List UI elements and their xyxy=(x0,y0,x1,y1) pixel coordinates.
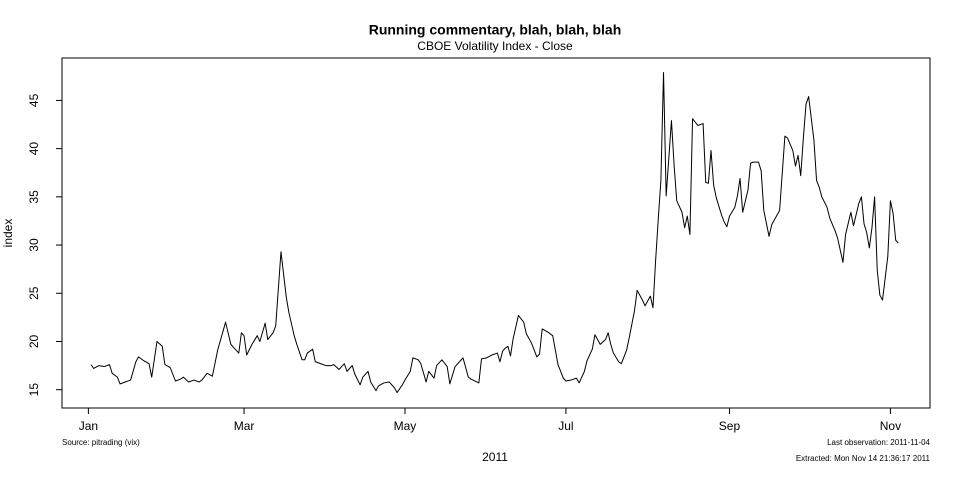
chart-title: Running commentary, blah, blah, blah xyxy=(369,22,622,38)
y-tick-label: 45 xyxy=(27,93,41,107)
x-tick-label: Nov xyxy=(880,419,901,433)
x-tick-label: Sep xyxy=(719,419,741,433)
y-tick-label: 40 xyxy=(27,142,41,156)
x-tick-label: Jul xyxy=(558,419,573,433)
y-tick-label: 20 xyxy=(27,334,41,348)
y-tick-label: 25 xyxy=(27,286,41,300)
y-axis-label: index xyxy=(1,219,15,248)
last-observation-note: Last observation: 2011-11-04 xyxy=(827,438,930,447)
source-note: Source: pitrading (vix) xyxy=(62,438,140,447)
x-tick-label: Mar xyxy=(234,419,255,433)
y-tick-label: 35 xyxy=(27,190,41,204)
plot-frame xyxy=(61,57,931,409)
extracted-note: Extracted: Mon Nov 14 21:36:17 2011 xyxy=(796,454,931,463)
y-tick-label: 30 xyxy=(27,238,41,252)
y-tick-label: 15 xyxy=(27,383,41,397)
x-tick-label: Jan xyxy=(79,419,98,433)
x-axis-label: 2011 xyxy=(482,450,508,464)
x-tick-label: May xyxy=(394,419,417,433)
chart-subtitle: CBOE Volatility Index - Close xyxy=(417,39,573,53)
data-line xyxy=(90,71,899,394)
